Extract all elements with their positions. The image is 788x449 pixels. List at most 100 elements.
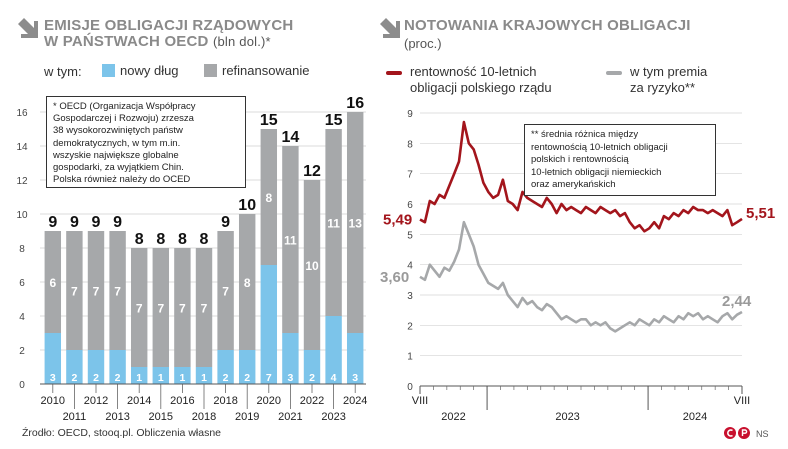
x-tick-label: 2020: [257, 395, 281, 407]
y-tick-label: 2: [19, 346, 25, 357]
right-note-line: polskich i rentownością: [531, 154, 629, 165]
legend-red-line2: obligacji polskiego rządu: [410, 80, 552, 95]
publisher-logo: [724, 427, 750, 439]
bar-new-debt: [174, 367, 191, 384]
bar-total-label: 15: [325, 112, 343, 129]
right-note-line: oraz amerykańskich: [531, 179, 616, 190]
bar-value-refinancing: 8: [265, 191, 272, 205]
series-line-yield: [419, 120, 743, 233]
series-line-risk-premium: [419, 220, 743, 333]
left-note-line: * OECD (Organizacja Współpracy: [53, 101, 196, 112]
y-tick-label: 10: [16, 210, 28, 221]
y-tick-label: 0: [19, 380, 25, 391]
x-tick-label: 2018: [192, 411, 216, 423]
right-note-line: rentownością 10-letnich obligacji: [531, 141, 668, 153]
left-note: * OECD (Organizacja Współpracy Gospodarc…: [46, 96, 246, 188]
bar-value-new-debt: 4: [331, 372, 337, 384]
legend-label-new: nowy dług: [120, 63, 179, 78]
bar-refinancing: [238, 214, 256, 350]
logo-text: NS: [756, 429, 769, 439]
bar-new-debt: [303, 350, 321, 384]
y-tick-label: 7: [407, 170, 413, 181]
bar-value-refinancing: 10: [305, 259, 319, 273]
legend-swatch-new: [102, 64, 115, 77]
x-tick-label: 2022: [300, 395, 324, 407]
y-tick-label: 16: [16, 108, 28, 119]
left-note-line: gospodarki, za wyjątkiem Chin.: [53, 162, 184, 174]
y-tick-label: 14: [16, 142, 28, 153]
bar-new-debt: [195, 367, 213, 384]
bar-new-debt: [346, 333, 364, 384]
bar-value-refinancing: 7: [222, 285, 229, 299]
right-title: NOTOWANIA KRAJOWYCH OBLIGACJI: [404, 17, 691, 34]
bar-value-new-debt: 2: [93, 372, 99, 384]
x-tick-label: 2018: [213, 395, 237, 407]
bar-new-debt: [66, 350, 83, 384]
x-tick-label-year: 2022: [441, 411, 465, 423]
bar-new-debt: [238, 350, 256, 384]
arrow-down-right-icon: [18, 18, 38, 38]
bar-refinancing: [260, 129, 278, 265]
bar-total-label: 16: [346, 95, 364, 112]
y-tick-label: 1: [407, 352, 413, 363]
bar-new-debt: [44, 333, 62, 384]
bar-new-debt: [260, 265, 278, 384]
bar-value-new-debt: 2: [244, 372, 250, 384]
right-note-line: 10-letnich obligacji niemieckich: [531, 166, 662, 178]
bar-value-new-debt: 1: [201, 372, 207, 384]
bar-refinancing: [130, 248, 148, 367]
bar-total-label: 9: [92, 214, 101, 231]
bar-refinancing: [346, 112, 364, 333]
bar-value-new-debt: 7: [266, 372, 272, 384]
legend-gray-line1: w tym premia: [630, 64, 708, 79]
bar-value-refinancing: 11: [327, 217, 340, 231]
bar-value-refinancing: 7: [179, 302, 186, 316]
bar-value-refinancing: 13: [349, 217, 363, 231]
y-tick-label: 3: [407, 291, 413, 302]
x-tick-label: 2013: [105, 411, 129, 423]
x-tick-label: 2015: [149, 411, 173, 423]
x-tick-label: 2019: [235, 411, 259, 423]
x-tick-label: 2010: [41, 395, 65, 407]
legend-prefix: w tym:: [44, 64, 82, 79]
x-tick-label-month: VIII: [412, 395, 429, 407]
bar-value-new-debt: 3: [287, 372, 293, 384]
data-label-red-start: 5,49: [383, 211, 412, 228]
bar-refinancing: [44, 231, 62, 333]
bar-total-label: 9: [70, 214, 79, 231]
left-title-line2: W PAŃSTWACH OECD: [44, 33, 209, 50]
y-tick-label: 8: [407, 139, 413, 150]
bar-value-refinancing: 7: [136, 302, 143, 316]
bar-value-refinancing: 6: [49, 276, 56, 290]
bar-value-refinancing: 8: [244, 276, 251, 290]
right-unit: (proc.): [404, 36, 442, 51]
bar-new-debt: [282, 333, 299, 384]
legend-swatch-red: [386, 71, 402, 75]
x-tick-label-year: 2024: [683, 411, 707, 423]
bar-chart: 0246810121416369201027920112792012279201…: [16, 95, 367, 423]
bar-value-new-debt: 2: [115, 372, 121, 384]
x-tick-label: 2021: [278, 411, 302, 423]
legend-label-refi: refinansowanie: [222, 63, 310, 78]
bar-value-new-debt: 2: [223, 372, 229, 384]
legend-swatch-gray: [606, 71, 622, 75]
data-label-gray-start: 3,60: [380, 269, 409, 286]
x-tick-label: 2023: [321, 411, 345, 423]
y-tick-label: 4: [19, 312, 25, 323]
x-tick-label: 2011: [63, 411, 87, 423]
bar-refinancing: [174, 248, 191, 367]
y-tick-label: 6: [407, 200, 413, 211]
bar-total-label: 10: [238, 197, 256, 214]
x-tick-label: 2014: [127, 395, 151, 407]
x-tick-label: 2024: [343, 395, 367, 407]
bar-value-refinancing: 7: [71, 285, 78, 299]
y-tick-label: 0: [407, 382, 413, 393]
bar-new-debt: [152, 367, 170, 384]
bar-total-label: 15: [260, 112, 278, 129]
bar-total-label: 8: [135, 231, 144, 248]
data-label-red-end: 5,51: [746, 205, 775, 222]
left-note-line: 38 wysokorozwiniętych państw: [53, 125, 183, 137]
bar-total-label: 8: [178, 231, 187, 248]
bar-new-debt: [325, 316, 342, 384]
bar-total-label: 9: [48, 214, 57, 231]
